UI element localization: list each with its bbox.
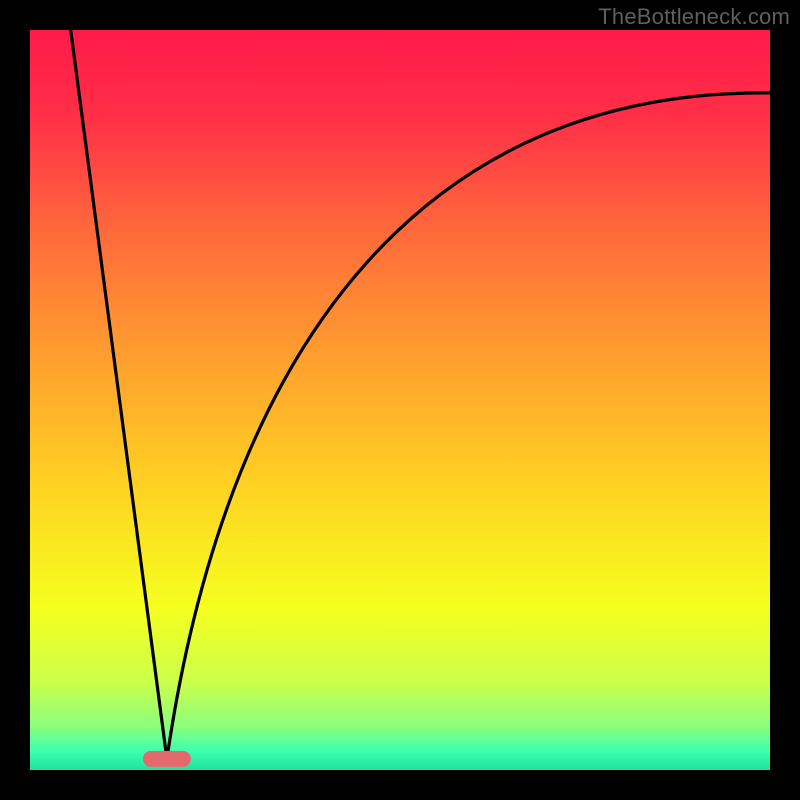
- plot-background: [30, 30, 770, 770]
- apex-marker: [143, 751, 191, 767]
- chart-svg: [0, 0, 800, 800]
- chart-stage: TheBottleneck.com: [0, 0, 800, 800]
- watermark-text: TheBottleneck.com: [598, 4, 790, 30]
